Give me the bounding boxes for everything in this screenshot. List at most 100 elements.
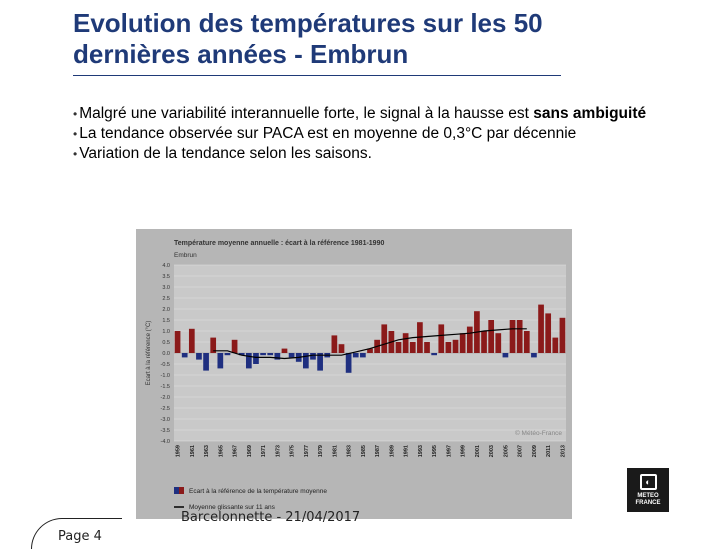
bar-1974 <box>281 348 288 353</box>
legend-label-moving-average: Moyenne glissante sur 11 ans <box>189 504 276 511</box>
bar-1990 <box>395 342 402 353</box>
y-tick-label: -3.5 <box>161 428 170 434</box>
bar-1991 <box>402 333 409 353</box>
temperature-chart: Température moyenne annuelle : écart à l… <box>136 229 572 519</box>
bar-2002 <box>481 331 487 353</box>
x-tick-label: 1985 <box>361 445 367 457</box>
y-tick-label: 3.0 <box>162 285 170 291</box>
x-tick-label: 1975 <box>290 445 296 457</box>
logo-line-1: METEO <box>637 493 659 499</box>
y-tick-label: 1.0 <box>162 329 170 335</box>
x-tick-label: 1991 <box>404 445 410 457</box>
bar-1977 <box>303 353 309 369</box>
y-tick-label: -2.0 <box>161 395 170 401</box>
chart-svg: Température moyenne annuelle : écart à l… <box>146 240 566 511</box>
bar-1984 <box>352 353 359 358</box>
y-tick-label: 3.5 <box>162 274 170 280</box>
bullet-text: Malgré une variabilité interannuelle for… <box>79 105 534 122</box>
y-tick-label: -1.5 <box>161 384 170 390</box>
page-number: Page 4 <box>58 529 102 544</box>
logo-symbol-icon: ◐ <box>639 474 657 490</box>
bar-1998 <box>452 339 459 353</box>
x-tick-label: 1999 <box>461 445 467 457</box>
x-tick-label: 1989 <box>389 445 395 457</box>
bar-2005 <box>502 353 509 358</box>
bullet-text: La tendance observée sur PACA est en moy… <box>79 125 577 142</box>
bar-1988 <box>381 324 388 353</box>
bullet-item: • Variation de la tendance selon les sais… <box>73 144 683 164</box>
x-tick-label: 1993 <box>418 445 424 457</box>
bullet-bold-text: sans ambiguité <box>533 105 647 122</box>
x-tick-label: 1963 <box>204 445 210 457</box>
bar-1959 <box>174 331 181 353</box>
x-tick-label: 1961 <box>190 445 196 457</box>
x-tick-label: 2007 <box>518 445 524 457</box>
y-tick-label: 1.5 <box>162 318 170 324</box>
y-tick-label: -2.5 <box>161 406 170 412</box>
bar-1965 <box>217 353 224 369</box>
x-tick-label: 1997 <box>446 445 452 457</box>
bar-1968 <box>238 353 245 356</box>
bar-1982 <box>338 344 345 353</box>
bullet-item: • La tendance observée sur PACA est en mo… <box>73 124 683 144</box>
bar-2004 <box>495 333 502 353</box>
chart-watermark: © Météo-France <box>515 429 562 437</box>
y-axis-label: Ecart à la référence (°C) <box>146 321 152 386</box>
legend-swatch-positive <box>179 487 184 494</box>
bar-1999 <box>459 333 466 353</box>
x-tick-label: 2011 <box>546 445 552 457</box>
x-tick-label: 1965 <box>218 445 224 457</box>
legend-swatch-negative <box>174 487 179 494</box>
x-tick-label: 1979 <box>318 445 324 457</box>
footer-text: Barcelonnette - 21/04/2017 <box>181 510 361 525</box>
y-tick-label: 2.5 <box>162 296 170 302</box>
bar-2006 <box>509 320 516 353</box>
bar-2008 <box>523 331 530 353</box>
bar-1986 <box>367 348 373 353</box>
bar-1969 <box>245 353 252 369</box>
x-tick-label: 2013 <box>560 445 566 457</box>
bar-2000 <box>466 326 473 353</box>
x-tick-label: 1973 <box>275 445 281 457</box>
x-tick-label: 1959 <box>176 445 182 457</box>
bar-1967 <box>231 339 238 353</box>
logo-line-2: FRANCE <box>635 500 661 506</box>
bar-1975 <box>288 353 295 358</box>
bar-1979 <box>317 353 323 371</box>
x-tick-label: 2001 <box>475 445 481 457</box>
bullet-item: • Malgré une variabilité interannuelle fo… <box>73 104 683 124</box>
title-underline <box>73 75 561 76</box>
bar-1971 <box>260 353 266 356</box>
bar-1961 <box>188 328 195 353</box>
x-tick-label: 1977 <box>304 445 310 457</box>
slide-title: Evolution des températures sur les 50 de… <box>73 8 543 69</box>
bullet-dot-icon: • <box>73 127 78 141</box>
moving-average-line <box>213 328 527 360</box>
y-tick-label: -1.0 <box>161 373 170 379</box>
x-tick-label: 2005 <box>503 445 509 457</box>
bar-2013 <box>559 317 566 353</box>
bar-2003 <box>488 320 495 353</box>
bar-1983 <box>345 353 352 373</box>
x-tick-label: 1967 <box>233 445 239 457</box>
bar-2007 <box>516 320 523 353</box>
y-tick-label: 2.0 <box>162 307 170 313</box>
bar-1996 <box>438 324 445 353</box>
bullet-dot-icon: • <box>73 147 78 161</box>
bar-2011 <box>545 313 552 353</box>
y-tick-label: -4.0 <box>161 439 170 445</box>
bar-1966 <box>224 353 231 356</box>
bar-1962 <box>196 353 202 360</box>
bullet-dot-icon: • <box>73 107 78 121</box>
x-tick-label: 1981 <box>332 445 338 457</box>
bar-2009 <box>531 353 537 358</box>
meteo-france-logo-icon: ◐ METEO FRANCE <box>627 468 669 512</box>
x-tick-label: 1983 <box>347 445 353 457</box>
y-tick-label: 0.0 <box>162 351 170 357</box>
legend-label-anomaly: Ecart à la référence de la température m… <box>189 488 327 495</box>
x-tick-label: 1969 <box>247 445 253 457</box>
bar-1970 <box>253 353 259 364</box>
bar-1964 <box>210 337 217 353</box>
chart-subtitle: Embrun <box>174 252 197 259</box>
x-tick-label: 1971 <box>261 445 267 457</box>
